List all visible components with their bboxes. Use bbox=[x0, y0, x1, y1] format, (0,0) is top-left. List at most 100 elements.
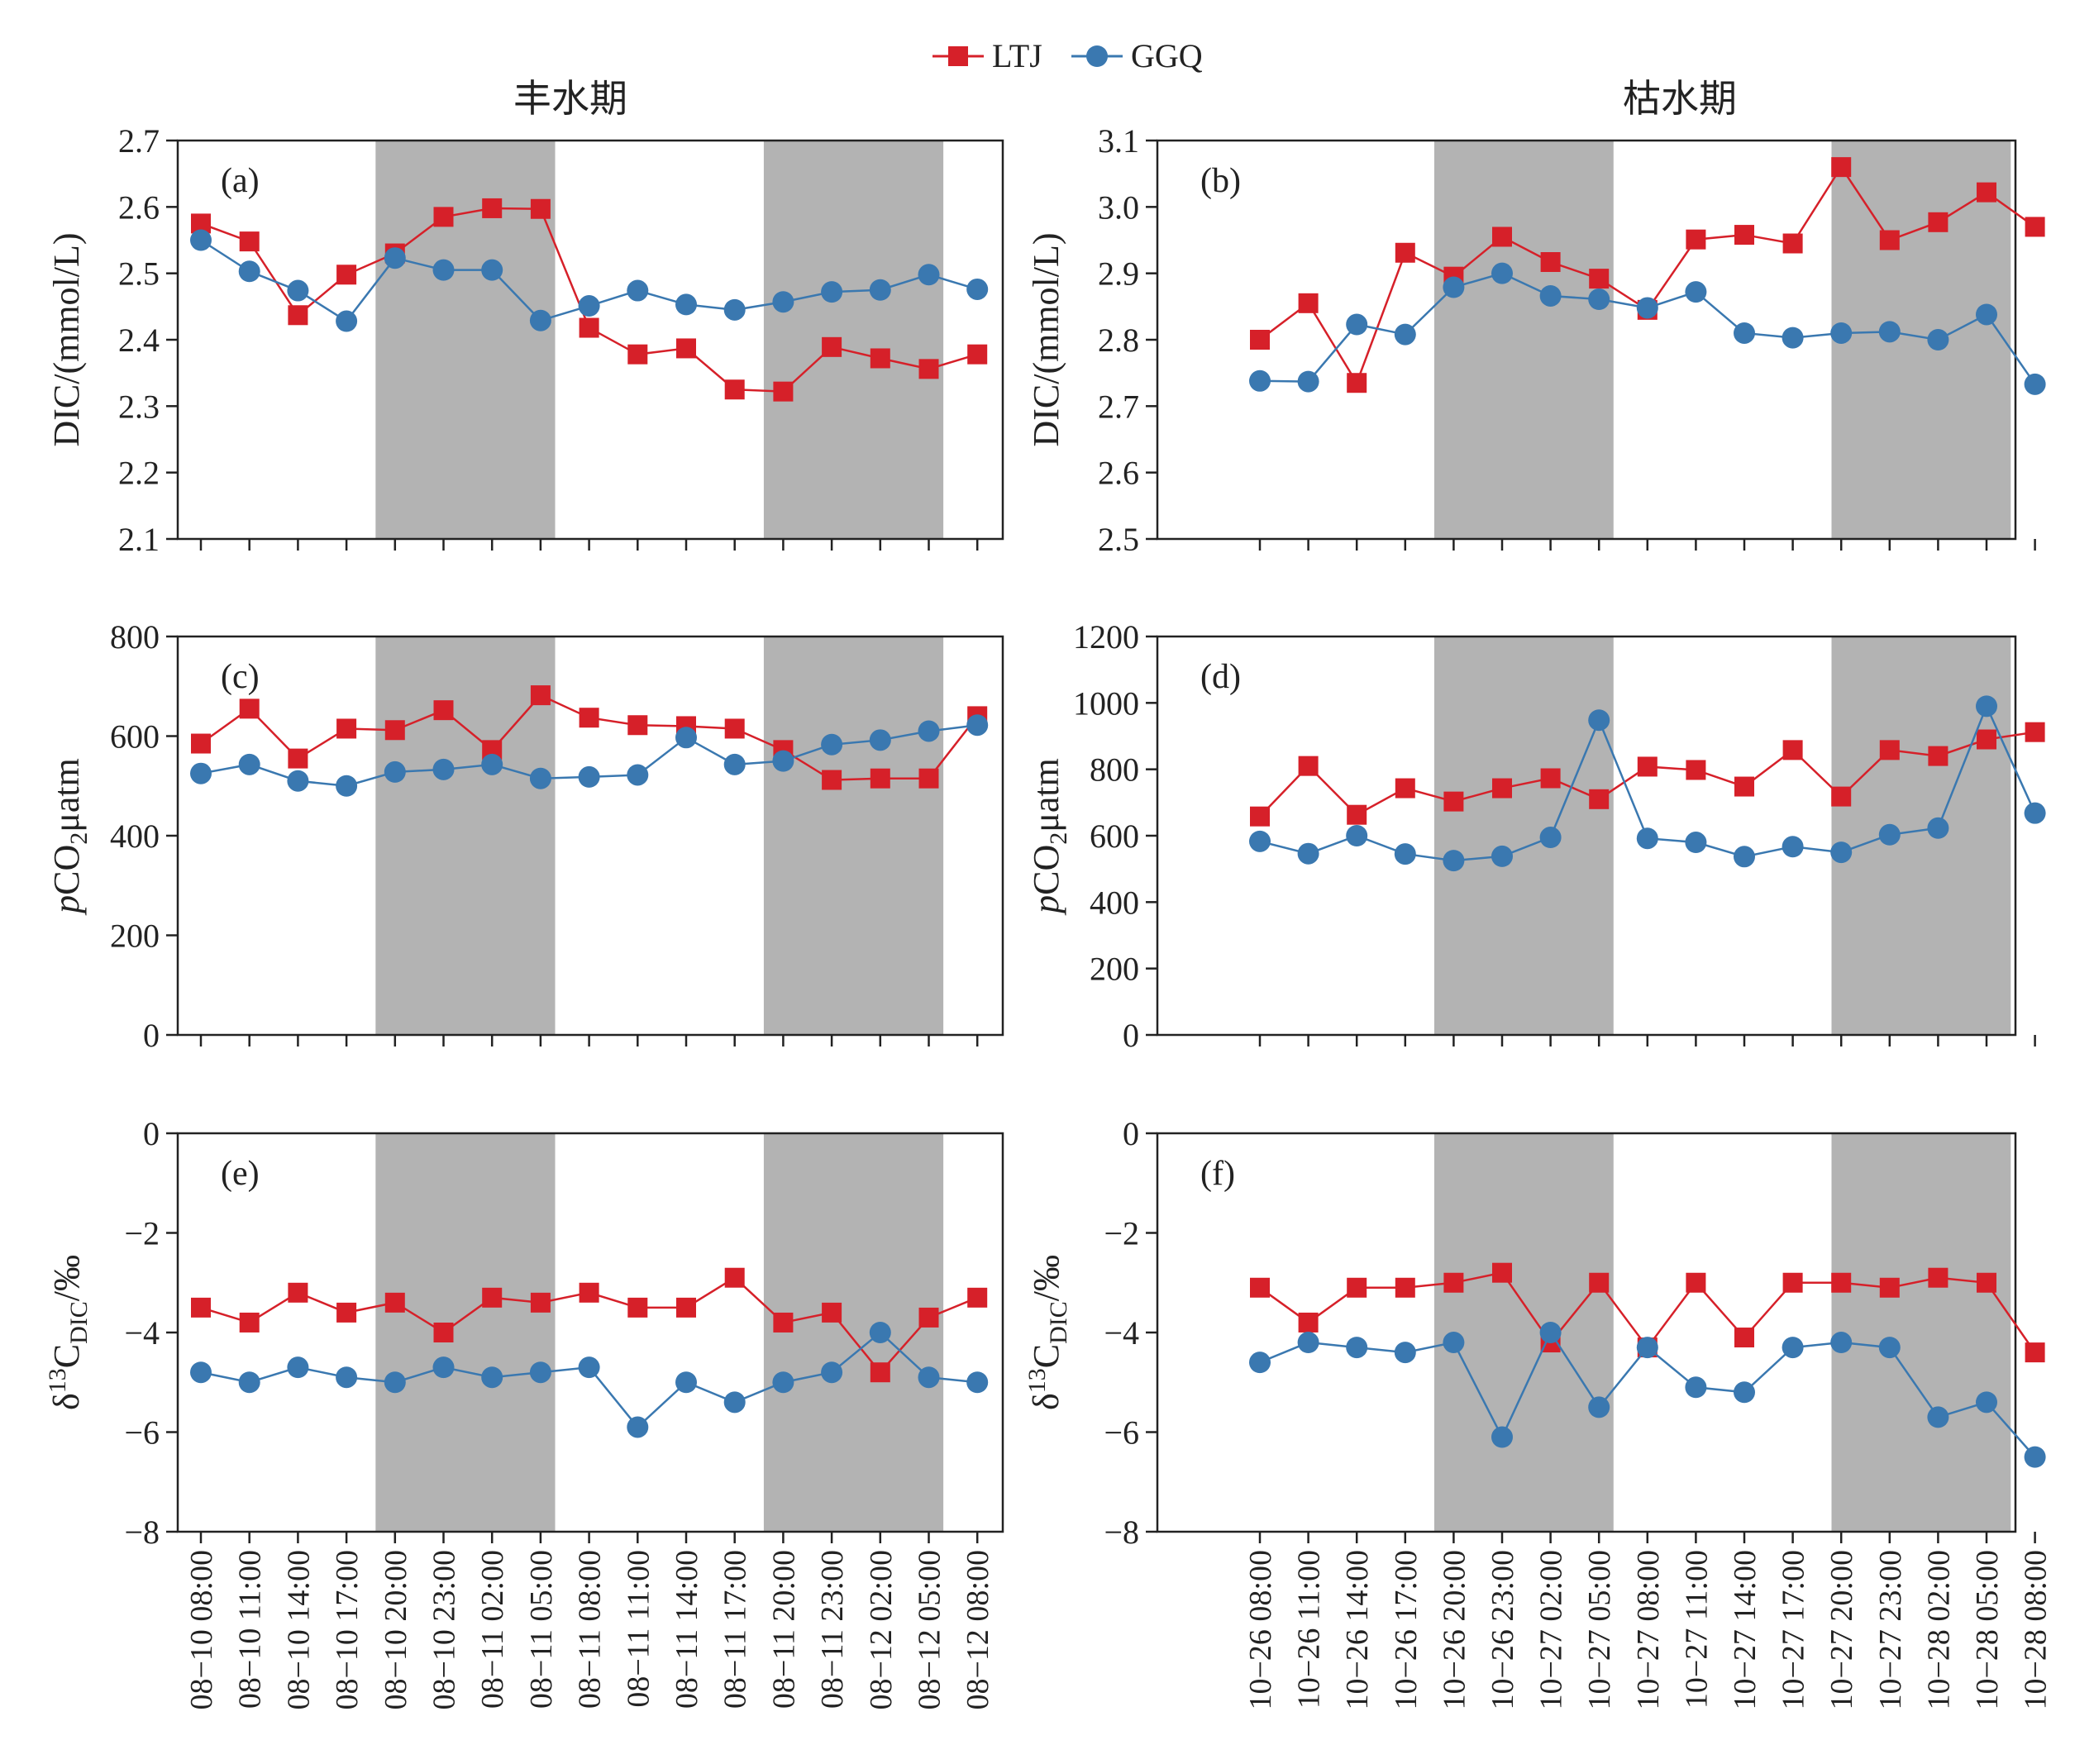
panel-f-ltj-point-14 bbox=[1928, 1267, 1949, 1288]
panel-d-ggq-point-6 bbox=[1539, 827, 1562, 849]
panel-a-ytick-label-5: 2.6 bbox=[118, 188, 160, 226]
panel-d-ltj-point-3 bbox=[1395, 778, 1415, 799]
panel-d-ggq-point-0 bbox=[1249, 830, 1271, 852]
panel-a-ytick-label-1: 2.2 bbox=[118, 455, 160, 492]
panel-e-ltj-point-9 bbox=[627, 1297, 648, 1318]
panel-f-ltj-point-5 bbox=[1492, 1262, 1512, 1283]
panel-a-ggq-point-6 bbox=[481, 259, 503, 281]
panel-f-ytick-label-0: −8 bbox=[1104, 1514, 1139, 1551]
panel-e-ltj-point-7 bbox=[530, 1292, 551, 1313]
panel-d-ltj-point-7 bbox=[1589, 789, 1610, 809]
panel-a-ggq-point-16 bbox=[966, 278, 989, 300]
panel-f-ggq-point-3 bbox=[1394, 1342, 1416, 1364]
panel-e-xtick-label-2: 08−10 14:00 bbox=[281, 1550, 316, 1710]
panel-f-ltj-point-15 bbox=[1977, 1272, 1996, 1293]
panel-e-ggq-point-4 bbox=[384, 1371, 406, 1394]
panel-f-ggq-point-8 bbox=[1636, 1337, 1658, 1359]
panel-b-ltj-point-14 bbox=[1928, 212, 1949, 232]
panel-d-ggq-point-8 bbox=[1636, 827, 1658, 850]
panel-b-ltj-point-2 bbox=[1347, 373, 1367, 393]
panel-b-ggq-point-12 bbox=[1830, 322, 1853, 344]
column-title-dry-season: 枯水期 bbox=[1623, 78, 1737, 120]
panel-d-ggq-point-16 bbox=[2024, 802, 2046, 824]
panel-a-ltj-point-6 bbox=[482, 198, 503, 218]
panel-e-ltj-point-0 bbox=[191, 1297, 211, 1318]
panel-d-ggq-point-11 bbox=[1782, 836, 1804, 858]
panel-f-ltj-point-0 bbox=[1250, 1277, 1270, 1298]
panel-a-shade-0 bbox=[375, 141, 556, 539]
panel-b-ggq-point-3 bbox=[1394, 323, 1416, 346]
panel-d-y-axis-title: pCO2μatm bbox=[1026, 758, 1072, 916]
panel-f-y-axis-title: δ13CDIC/‰ bbox=[1023, 1255, 1072, 1410]
panel-a-ltj-point-12 bbox=[773, 381, 794, 402]
panel-d-ggq-point-4 bbox=[1443, 850, 1465, 872]
panel-b-ytick-label-6: 3.1 bbox=[1098, 122, 1139, 160]
panel-e-tag: (e) bbox=[221, 1155, 260, 1193]
panel-c-shade-0 bbox=[375, 636, 556, 1035]
panel-e-xtick-label-9: 08−11 11:00 bbox=[621, 1550, 656, 1708]
panel-a-ggq-point-12 bbox=[772, 291, 794, 313]
panel-c-ggq-point-3 bbox=[336, 775, 358, 797]
panel-b-ltj-point-3 bbox=[1395, 242, 1415, 263]
panel-f-ltj-point-3 bbox=[1395, 1277, 1415, 1298]
panel-a-ltj-point-2 bbox=[288, 305, 308, 326]
panel-f-ytick-label-4: 0 bbox=[1123, 1115, 1139, 1152]
panel-b-ggq-point-15 bbox=[1976, 303, 1997, 326]
panel-f-xtick-label-4: 10−26 20:00 bbox=[1437, 1550, 1472, 1710]
panel-f-ltj-point-4 bbox=[1443, 1272, 1464, 1293]
panel-a-ytick-label-0: 2.1 bbox=[118, 521, 160, 558]
panel-e-shade-0 bbox=[375, 1133, 556, 1532]
panel-b-ltj-point-11 bbox=[1782, 233, 1803, 254]
panel-c-ytick-label-4: 800 bbox=[110, 618, 160, 656]
panel-f-xtick-label-8: 10−27 08:00 bbox=[1631, 1550, 1666, 1710]
panel-e-ltj-point-6 bbox=[482, 1287, 503, 1308]
panel-f-ggq-point-15 bbox=[1976, 1391, 1997, 1414]
panel-f-tag: (f) bbox=[1200, 1155, 1235, 1193]
panel-f-xtick-label-10: 10−27 14:00 bbox=[1728, 1550, 1762, 1710]
panel-e-xtick-label-10: 08−11 14:00 bbox=[670, 1550, 704, 1709]
panel-d-ltj-point-0 bbox=[1250, 806, 1270, 827]
panel-e-ggq-point-2 bbox=[287, 1356, 309, 1379]
panel-a-ggq-point-8 bbox=[578, 295, 600, 317]
panel-d-ltj-point-4 bbox=[1443, 791, 1464, 812]
panel-d-ggq-point-5 bbox=[1491, 845, 1513, 867]
panel-e-xtick-label-8: 08−11 08:00 bbox=[573, 1550, 608, 1709]
panel-f-ltj-point-16 bbox=[2025, 1342, 2045, 1363]
panel-c-ggq-point-0 bbox=[190, 762, 212, 784]
panel-d: 0 200 400 600 800 1000 1200 (d) pCO2μatm bbox=[1026, 618, 2046, 1054]
panel-e-ggq-point-7 bbox=[529, 1361, 551, 1384]
panel-f-xtick-label-13: 10−27 23:00 bbox=[1873, 1550, 1908, 1710]
panel-c-ggq-point-5 bbox=[432, 758, 455, 780]
panel-e-ltj-point-10 bbox=[676, 1297, 696, 1318]
panel-d-ltj-point-10 bbox=[1734, 776, 1754, 797]
panel-a-ggq-point-14 bbox=[869, 279, 891, 301]
panel-b-ytick-label-5: 3.0 bbox=[1098, 188, 1139, 226]
panel-b: 2.5 2.6 2.7 2.8 2.9 3.0 3.1 (b) DIC/(mmol/L) bbox=[1026, 122, 2046, 558]
panel-d-ggq-point-9 bbox=[1685, 832, 1707, 854]
panel-e-ltj-point-1 bbox=[239, 1312, 260, 1333]
panel-c-ltj-point-8 bbox=[579, 708, 599, 728]
panel-e-ltj-point-16 bbox=[967, 1287, 988, 1308]
panel-c-ytick-label-3: 600 bbox=[110, 718, 160, 756]
panel-c-ltj-point-7 bbox=[530, 685, 551, 706]
panel-e-ggq-point-10 bbox=[675, 1371, 697, 1394]
panel-e-ggq-point-12 bbox=[772, 1371, 794, 1394]
legend: LTJ GGQ bbox=[933, 37, 1203, 74]
panel-a-ggq-point-5 bbox=[432, 259, 455, 281]
panel-a-ytick-label-3: 2.4 bbox=[118, 322, 160, 359]
panel-c-ytick-label-1: 200 bbox=[110, 918, 160, 955]
panel-d-tag: (d) bbox=[1200, 658, 1241, 696]
panel-d-ytick-label-1: 200 bbox=[1090, 951, 1139, 988]
panel-f-xtick-label-14: 10−28 02:00 bbox=[1921, 1550, 1956, 1710]
panel-d-ytick-label-4: 800 bbox=[1090, 751, 1139, 789]
panel-a-y-axis-title: DIC/(mmol/L) bbox=[46, 232, 87, 446]
panel-e-ytick-label-2: −4 bbox=[124, 1314, 160, 1352]
panel-f-ytick-label-2: −4 bbox=[1104, 1314, 1139, 1352]
panel-a-ggq-point-2 bbox=[287, 279, 309, 302]
panel-a-ltj-point-13 bbox=[822, 336, 842, 357]
panel-d-shade-0 bbox=[1433, 636, 1614, 1035]
panel-d-ltj-point-2 bbox=[1347, 804, 1367, 825]
panel-c-ltj-point-13 bbox=[822, 770, 842, 790]
panel-d-ytick-label-5: 1000 bbox=[1073, 684, 1139, 722]
